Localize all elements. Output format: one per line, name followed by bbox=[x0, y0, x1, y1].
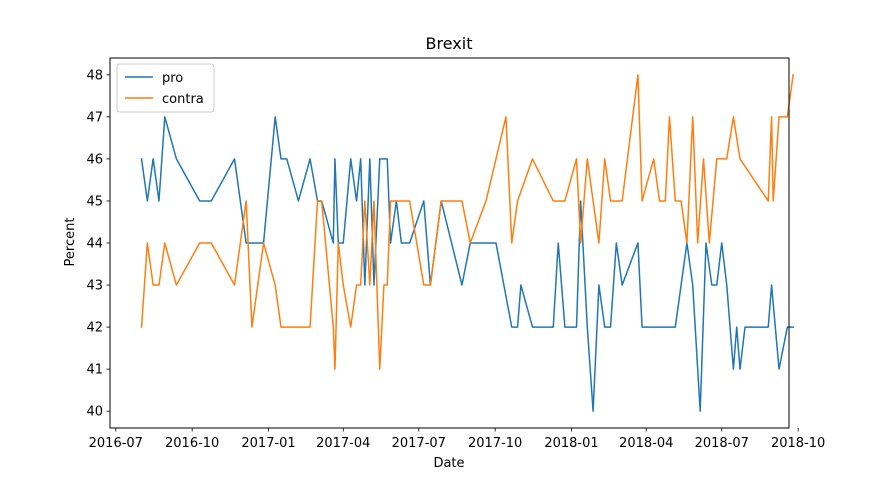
x-tick-label: 2017-01 bbox=[241, 436, 295, 451]
y-tick-label: 42 bbox=[86, 321, 103, 336]
series-line-pro bbox=[140, 116, 794, 412]
y-axis-label: Percent bbox=[63, 218, 78, 267]
y-axis: 40 41 42 43 44 45 46 47 48 bbox=[86, 68, 110, 420]
x-tick-label: 2018-10 bbox=[771, 436, 825, 451]
legend-label-pro: pro bbox=[162, 71, 183, 86]
chart-title: Brexit bbox=[426, 34, 473, 53]
y-tick-label: 40 bbox=[86, 405, 103, 420]
y-tick-label: 41 bbox=[86, 363, 103, 378]
legend-label-contra: contra bbox=[162, 92, 204, 107]
plot-area-content bbox=[140, 73, 794, 412]
series-line-contra bbox=[140, 73, 794, 370]
x-tick-label: 2018-07 bbox=[695, 436, 749, 451]
x-axis: 2016-07 2016-10 2017-01 2017-04 2017-07 2017-… bbox=[89, 428, 825, 451]
y-tick-label: 45 bbox=[86, 194, 103, 209]
x-tick-label: 2018-01 bbox=[544, 436, 598, 451]
y-tick-label: 43 bbox=[86, 279, 103, 294]
x-tick-label: 2016-07 bbox=[89, 436, 143, 451]
y-tick-label: 46 bbox=[86, 152, 103, 167]
y-tick-label: 44 bbox=[86, 237, 103, 252]
legend: pro contra bbox=[116, 63, 215, 113]
x-axis-label: Date bbox=[433, 456, 464, 471]
y-tick-label: 48 bbox=[86, 68, 103, 83]
x-tick-label: 2017-10 bbox=[468, 436, 522, 451]
y-tick-label: 47 bbox=[86, 110, 103, 125]
x-tick-label: 2017-07 bbox=[392, 436, 446, 451]
x-tick-label: 2016-10 bbox=[165, 436, 219, 451]
x-tick-label: 2017-04 bbox=[316, 436, 370, 451]
x-tick-label: 2018-04 bbox=[619, 436, 673, 451]
legend-box bbox=[116, 63, 215, 113]
